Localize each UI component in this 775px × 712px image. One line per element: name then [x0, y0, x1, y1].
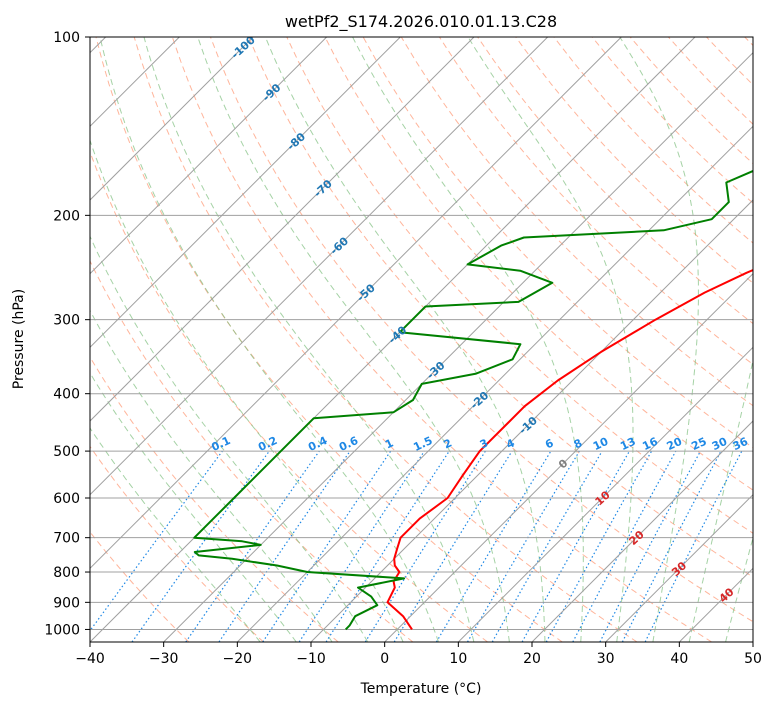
y-tick-label: 300 [53, 313, 80, 329]
mixing-ratio-label: 10 [591, 435, 611, 453]
mixing-ratio-label: 20 [665, 435, 685, 453]
x-tick-label: 20 [523, 651, 541, 667]
x-tick-label: 10 [449, 651, 467, 667]
isotherm-line [458, 37, 775, 642]
y-tick-label: 600 [53, 491, 80, 507]
dry-adiabat [554, 37, 775, 642]
mixing-ratio-label: 25 [689, 435, 708, 453]
mixing-ratio-line [573, 451, 676, 642]
profiles [194, 37, 775, 629]
mixing-ratio-lines [82, 451, 742, 642]
isotherm-line [0, 37, 327, 642]
isotherm-line [16, 37, 621, 642]
mixing-ratio-line [82, 451, 223, 642]
y-tick-label: 800 [53, 565, 80, 581]
y-tick-label: 100 [53, 30, 80, 46]
dry-adiabat [668, 37, 775, 642]
mixing-ratio-line [522, 451, 629, 642]
moist-adiabat [4, 37, 333, 642]
mixing-ratio-label: 2 [442, 436, 454, 451]
isotherm-line [311, 37, 775, 642]
dry-adiabat [58, 37, 488, 642]
temperature-profile-line [388, 37, 775, 629]
isotherm-line [532, 37, 775, 642]
dry-adiabat [707, 37, 775, 642]
x-tick-label: 30 [597, 651, 615, 667]
x-tick-label: 0 [380, 651, 389, 667]
dry-adiabat [20, 37, 413, 642]
moist-adiabat [63, 37, 403, 642]
mixing-ratio-line [436, 451, 551, 642]
mixing-ratio-line [365, 451, 485, 642]
x-tick-label: 50 [744, 651, 762, 667]
dry-adiabat [0, 37, 338, 642]
y-tick-label: 1000 [44, 622, 80, 638]
y-tick-label: 400 [53, 387, 80, 403]
isotherm-line [237, 37, 775, 642]
y-tick-label: 200 [53, 208, 80, 224]
y-axis: 100 200 300 400 500 600 700 800 900 1000 [44, 30, 90, 638]
y-tick-label: 900 [53, 595, 80, 611]
mixing-ratio-label: 36 [731, 435, 751, 453]
x-tick-label: −10 [296, 651, 326, 667]
isotherm-line [679, 37, 775, 642]
mixing-ratio-line [600, 451, 701, 642]
moist-adiabat [726, 37, 775, 642]
x-tick-label: −40 [75, 651, 105, 667]
isotherm-line [385, 37, 775, 642]
y-tick-label: 700 [53, 531, 80, 547]
x-tick-label: −30 [149, 651, 179, 667]
y-tick-label: 500 [53, 444, 80, 460]
mixing-ratio-label: 4 [504, 436, 517, 451]
mixing-ratio-label: 16 [640, 435, 660, 453]
pressure-gridlines [90, 37, 753, 629]
mixing-ratio-label: 13 [618, 435, 637, 453]
dry-adiabat [592, 37, 775, 642]
x-axis: −40 −30 −20 −10 0 10 20 30 40 50 [75, 642, 762, 667]
x-axis-label: Temperature (°C) [360, 681, 482, 697]
isotherm-line [0, 37, 474, 642]
dry-adiabat [516, 37, 775, 642]
moist-adiabat [689, 37, 775, 642]
dry-adiabat [0, 37, 189, 642]
mixing-ratio-label: 6 [543, 436, 556, 451]
isotherm-line [753, 37, 775, 642]
x-tick-label: 40 [670, 651, 688, 667]
moist-adiabat [0, 37, 260, 642]
mixing-ratio-line [263, 451, 391, 642]
dry-adiabat [0, 37, 264, 642]
chart-title: wetPf2_S174.2026.010.01.13.C28 [285, 12, 557, 32]
moist-adiabat [468, 37, 633, 642]
second-profile-line [194, 37, 775, 629]
mixing-ratio-label: 30 [710, 435, 730, 453]
x-tick-label: −20 [223, 651, 253, 667]
mixing-ratio-line [326, 451, 449, 642]
y-axis-label: Pressure (hPa) [11, 289, 27, 389]
